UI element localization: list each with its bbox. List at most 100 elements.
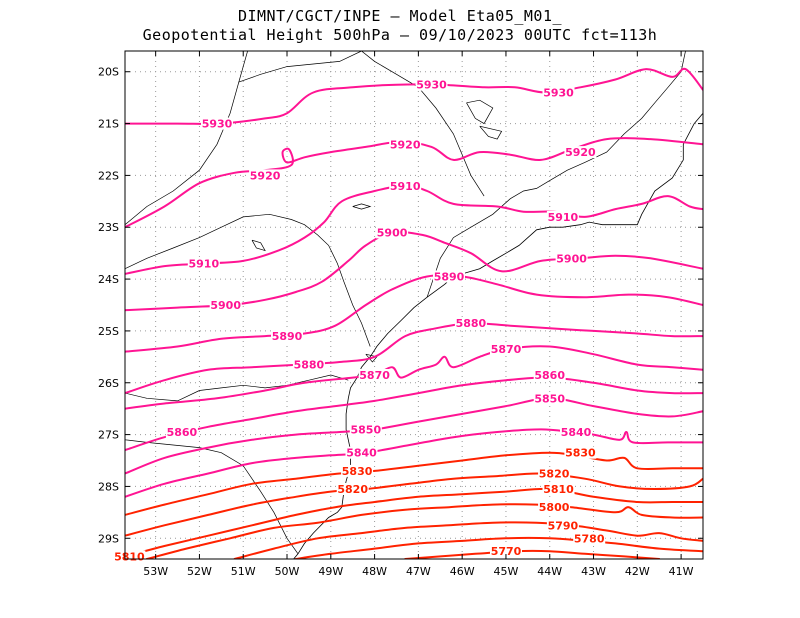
contour-5930 [125,67,703,125]
lake-outline [479,125,503,140]
state-border [125,213,371,347]
contour-label-bg [490,545,522,558]
contour-5780 [294,536,703,559]
contour-label-bg [542,86,575,99]
contour-label-bg [336,483,369,495]
contour-label-bg [538,467,571,480]
contour-label-bg [490,343,522,356]
contour-label-5770: 5770 [491,545,522,558]
contour-label-5840: 5840 [346,447,377,460]
x-tick-label: 52W [187,565,212,578]
contour-label-5790: 5790 [548,519,579,532]
contour-label-5810: 5810 [543,483,574,496]
x-tick-label: 53W [143,565,168,578]
contour-label-5880: 5880 [294,359,325,372]
contour-5910 [125,184,703,275]
contour-label-5810: 5810 [114,550,145,563]
contour-5850 [125,397,703,475]
contour-label-5880: 5880 [456,317,487,330]
contour-label-5830: 5830 [565,447,596,460]
contour-5810 [125,487,703,558]
contour-label-bg [349,423,382,436]
contour-label-bg [555,252,588,265]
contour-label-bg [533,369,566,381]
contour-5820 [125,472,703,537]
contour-label-bg [533,392,566,405]
contour-label-bg [564,446,597,459]
contour-5890 [125,274,703,353]
contour-label-5910: 5910 [390,180,421,193]
lake-outline [466,99,494,125]
y-tick-label: 22S [98,169,119,182]
contour-label-bg [546,210,579,223]
y-tick-label: 26S [98,377,119,390]
contour-5830 [125,451,703,516]
contour-label-bg [292,358,325,371]
lake-outline [352,203,372,210]
contour-label-bg [560,426,592,438]
state-border [426,51,686,298]
contour-label-bg [573,532,606,545]
axis-ticks: 53W 52W 51W 50W 49W 48W 47W 46W 45W 44W 43W 42W 41W 2… [98,51,703,578]
contour-label-bg [564,146,597,159]
y-tick-label: 24S [98,273,119,286]
contour-label-bg [345,446,378,459]
contour-label-bg [546,519,579,532]
x-tick-label: 46W [450,565,475,578]
y-tick-label: 27S [98,429,119,442]
y-tick-label: 28S [98,480,119,493]
contour-label-5800: 5800 [539,501,570,514]
contour-5870 [125,345,703,410]
x-tick-label: 49W [318,565,343,578]
contour-label-5900: 5900 [556,252,587,265]
contour-label-5820: 5820 [539,468,570,481]
contour-label-bg [249,169,282,182]
state-border [125,439,299,555]
contour-label-5870: 5870 [491,343,522,356]
contour-label-bg [389,138,422,151]
state-border [238,51,362,83]
contour-label-5870: 5870 [359,369,390,382]
contour-label-5930: 5930 [543,87,574,100]
contour-label-bg [201,117,233,130]
contour-label-bg [341,464,374,477]
contour-label-bg [376,226,409,239]
x-tick-label: 44W [537,565,562,578]
x-tick-label: 45W [494,565,519,578]
contour-label-bg [187,257,220,270]
contour-label-5930: 5930 [416,79,447,92]
contour-label-5930: 5930 [202,118,233,131]
y-tick-label: 29S [98,532,119,545]
x-tick-label: 43W [581,565,606,578]
contour-label-5890: 5890 [434,271,465,284]
contour-5880 [125,322,703,395]
x-tick-label: 50W [275,565,300,578]
contour-label-5920: 5920 [250,169,281,182]
state-border [125,51,248,225]
contour-label-5910: 5910 [188,258,219,271]
plot-frame [124,50,704,560]
state-border [125,374,349,402]
state-border [361,51,485,197]
contour-label-5900: 5900 [210,299,241,312]
x-tick-label: 42W [625,565,650,578]
contour-5840 [125,428,703,498]
contour-label-bg [271,330,303,343]
contour-5790 [233,521,703,559]
x-tick-label: 48W [362,565,387,578]
chart-title-line-1: DIMNT/CGCT/INPE – Model Eta05_M01_ [237,7,563,25]
contour-label-bg [165,426,198,438]
contour-label-5820: 5820 [337,483,368,496]
contour-label-bg [454,317,487,330]
contour-label-5860: 5860 [167,426,198,439]
contour-label-bg [209,299,242,311]
contour-label-5890: 5890 [272,330,303,343]
contour-label-5840: 5840 [561,426,592,439]
contour-label-5850: 5850 [534,392,565,405]
contour-5770 [404,549,661,559]
chart-title-line-2: Geopotential Height 500hPa – 09/10/2023 … [142,26,658,44]
contour-label-bg [542,483,575,495]
contour-label-bg [433,270,465,283]
contour-label-bg [538,501,571,514]
